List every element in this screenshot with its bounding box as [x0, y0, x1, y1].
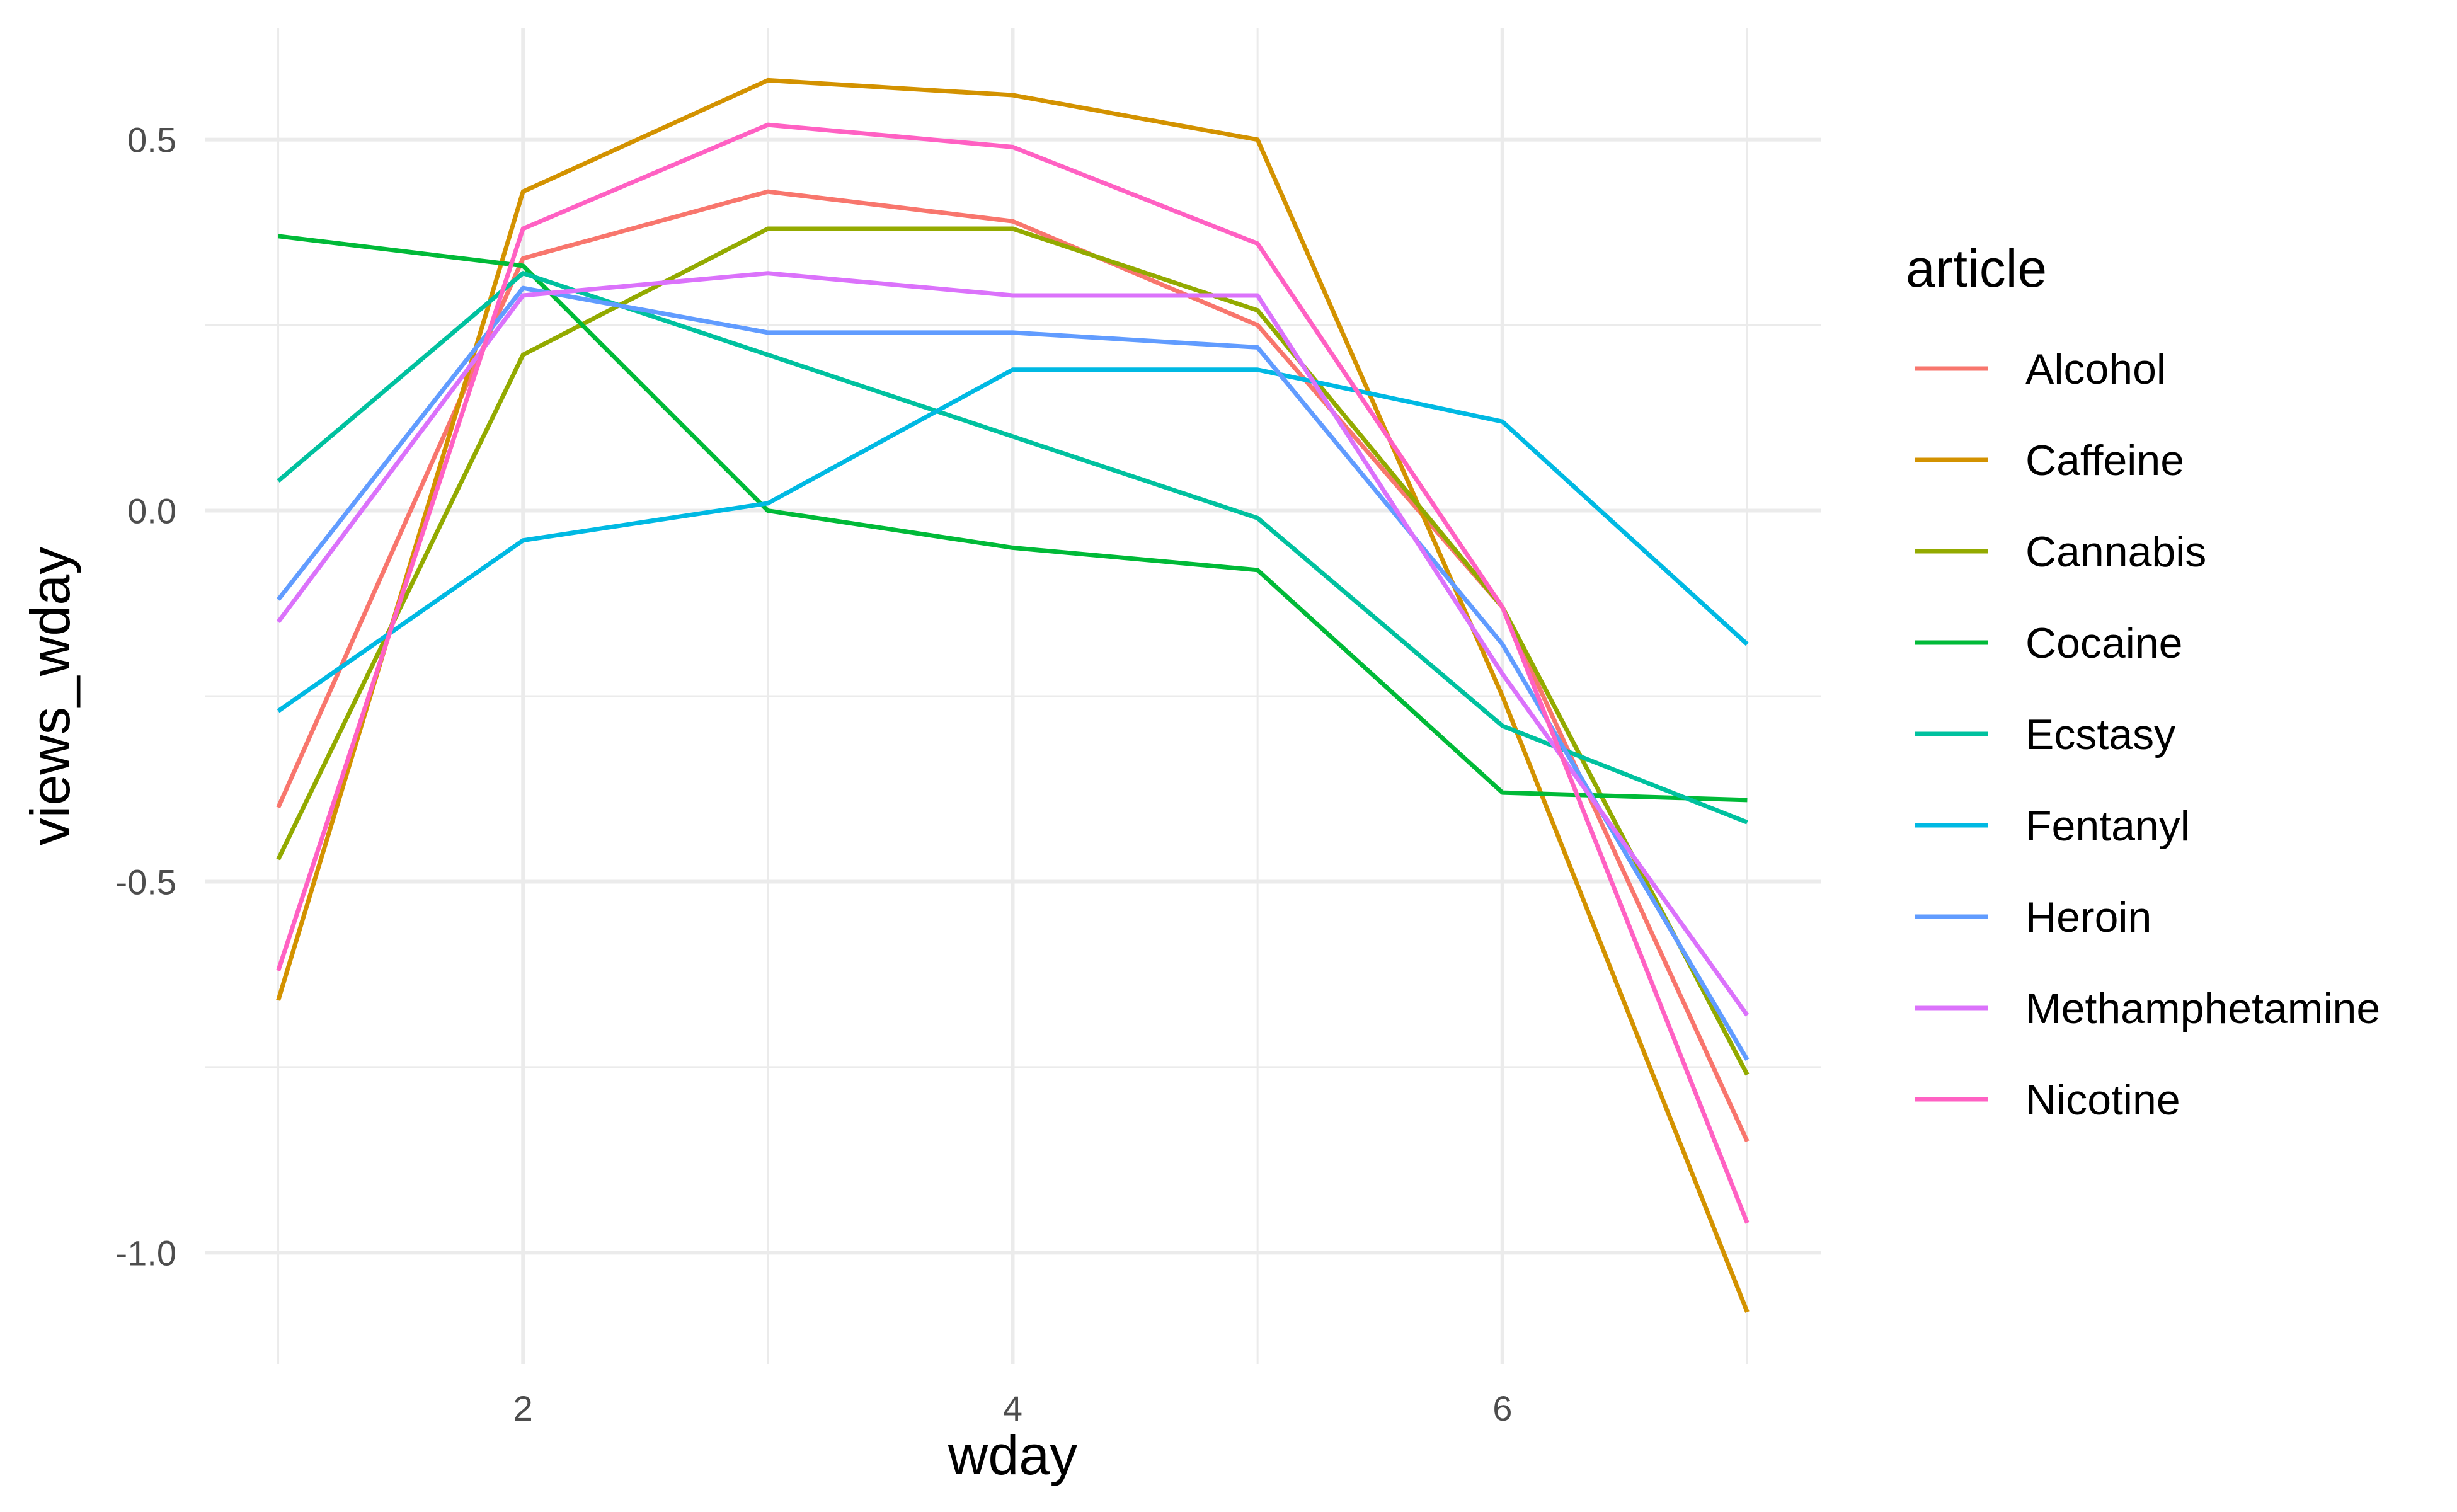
- x-tick-label: 6: [1492, 1389, 1512, 1428]
- x-axis-title: wday: [948, 1424, 1077, 1486]
- legend: article Alcohol Caffeine Cannabis Cocaine Ec…: [1906, 239, 2380, 1124]
- legend-label-cannabis: Cannabis: [2025, 528, 2206, 576]
- legend-label-fentanyl: Fentanyl: [2025, 802, 2190, 850]
- x-tick-label: 4: [1003, 1389, 1022, 1428]
- x-axis-tick-labels: 2 4 6: [513, 1389, 1513, 1428]
- x-tick-label: 2: [513, 1389, 533, 1428]
- series-line-cocaine: [278, 234, 1748, 803]
- legend-title: article: [1906, 239, 2047, 298]
- y-tick-label: 0.0: [127, 491, 176, 531]
- y-tick-label: -0.5: [116, 862, 177, 902]
- series-line-ecstasy: [277, 271, 1748, 825]
- series-line-methamphetamine: [276, 271, 1750, 1017]
- legend-label-heroin: Heroin: [2025, 893, 2151, 941]
- minor-gridlines-x: [277, 28, 1748, 1364]
- series-line-caffeine: [276, 77, 1750, 1313]
- y-axis-title: views_wday: [19, 547, 81, 845]
- y-axis-tick-labels: -1.0 -0.5 0.0 0.5: [116, 120, 177, 1273]
- legend-label-methamphetamine: Methamphetamine: [2025, 985, 2380, 1033]
- plot-series: [276, 77, 1750, 1313]
- legend-label-nicotine: Nicotine: [2025, 1076, 2180, 1124]
- legend-label-caffeine: Caffeine: [2025, 437, 2184, 484]
- legend-label-cocaine: Cocaine: [2025, 619, 2183, 667]
- legend-label-alcohol: Alcohol: [2025, 345, 2166, 393]
- legend-label-ecstasy: Ecstasy: [2025, 711, 2175, 759]
- series-line-nicotine: [276, 122, 1750, 1224]
- series-line-heroin: [276, 285, 1750, 1061]
- legend-items: Alcohol Caffeine Cannabis Cocaine Ecstasy Fen…: [1915, 345, 2380, 1124]
- series-line-fentanyl: [277, 367, 1749, 713]
- y-tick-label: -1.0: [116, 1233, 177, 1273]
- y-tick-label: 0.5: [127, 120, 176, 160]
